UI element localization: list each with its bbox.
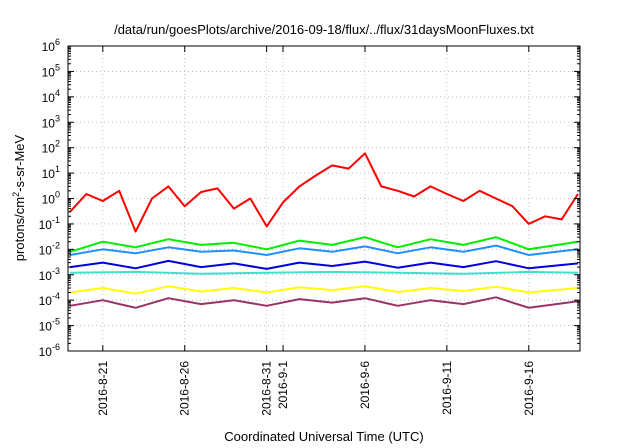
y-axis-label-base: protons/cm	[12, 197, 27, 261]
y-tick-label-exponent: 4	[55, 88, 60, 98]
x-tick-label: 2016-8-31	[260, 361, 274, 416]
y-axis-label-tail: -s-sr-MeV	[12, 134, 27, 191]
y-tick-label-base: 10	[42, 167, 56, 181]
y-tick-label: 101	[42, 164, 60, 181]
y-tick-label: 10-2	[39, 240, 60, 257]
y-tick-label-base: 10	[42, 65, 56, 79]
y-tick-label-base: 10	[42, 40, 56, 54]
y-tick-label: 10-5	[39, 317, 60, 334]
y-tick-label: 103	[42, 113, 60, 130]
series-line-3	[69, 244, 579, 256]
y-tick-label: 102	[42, 139, 60, 156]
y-tick-label-base: 10	[39, 345, 53, 359]
y-tick-label-exponent: 3	[55, 113, 60, 123]
y-tick-label: 10-6	[39, 342, 60, 359]
x-tick-label: 2016-9-1	[276, 361, 290, 409]
y-tick-label-base: 10	[39, 320, 53, 334]
y-axis: 10-610-510-410-310-210-11001011021031041…	[39, 37, 580, 359]
series-line-2	[69, 236, 579, 253]
series-line-4	[69, 259, 579, 270]
series-line-6	[69, 285, 579, 295]
series-group	[69, 152, 579, 309]
y-tick-label: 10-1	[39, 215, 60, 232]
y-tick-label: 104	[42, 88, 60, 105]
series-line-5	[69, 270, 579, 275]
y-tick-label: 100	[42, 190, 60, 207]
y-tick-label-exponent: 2	[55, 139, 60, 149]
x-axis: 2016-8-21 2016-8-26 2016-8-31 2016-9-1 2016-…	[96, 46, 536, 416]
y-tick-label-exponent: -1	[52, 215, 60, 225]
y-tick-label-base: 10	[39, 218, 53, 232]
y-tick-label-exponent: -4	[52, 291, 60, 301]
y-tick-label-base: 10	[39, 269, 53, 283]
y-axis-label: protons/cm2-s-sr-MeV	[11, 134, 27, 261]
y-tick-label: 10-4	[39, 291, 60, 308]
y-tick-label-exponent: -6	[52, 342, 60, 352]
x-tick-label: 2016-9-11	[440, 361, 454, 415]
y-tick-label-base: 10	[42, 116, 56, 130]
y-tick-label-base: 10	[42, 142, 56, 156]
y-tick-label-exponent: 0	[55, 190, 60, 200]
y-tick-label-exponent: 5	[55, 62, 60, 72]
y-tick-label-exponent: -5	[52, 317, 60, 327]
series-line-7	[69, 296, 579, 309]
y-tick-label-exponent: -2	[52, 240, 60, 250]
y-tick-label-base: 10	[42, 193, 56, 207]
y-tick-label-exponent: -3	[52, 266, 60, 276]
y-tick-label: 105	[42, 62, 60, 79]
y-axis-label-sup: 2	[11, 192, 21, 197]
y-tick-label-base: 10	[39, 294, 53, 308]
y-tick-label-exponent: 6	[55, 37, 60, 47]
y-tick-label-base: 10	[39, 243, 53, 257]
chart-title: /data/run/goesPlots/archive/2016-09-18/f…	[114, 22, 534, 37]
y-tick-label-exponent: 1	[55, 164, 60, 174]
series-line-1	[69, 152, 579, 233]
x-tick-label: 2016-9-6	[358, 361, 372, 409]
y-tick-label: 106	[42, 37, 60, 54]
x-tick-label: 2016-8-26	[178, 361, 192, 416]
y-tick-label: 10-3	[39, 266, 60, 283]
x-tick-label: 2016-8-21	[96, 361, 110, 416]
y-tick-label-base: 10	[42, 91, 56, 105]
grid	[68, 46, 580, 351]
x-axis-label: Coordinated Universal Time (UTC)	[224, 429, 423, 444]
x-tick-label: 2016-9-16	[522, 361, 536, 416]
